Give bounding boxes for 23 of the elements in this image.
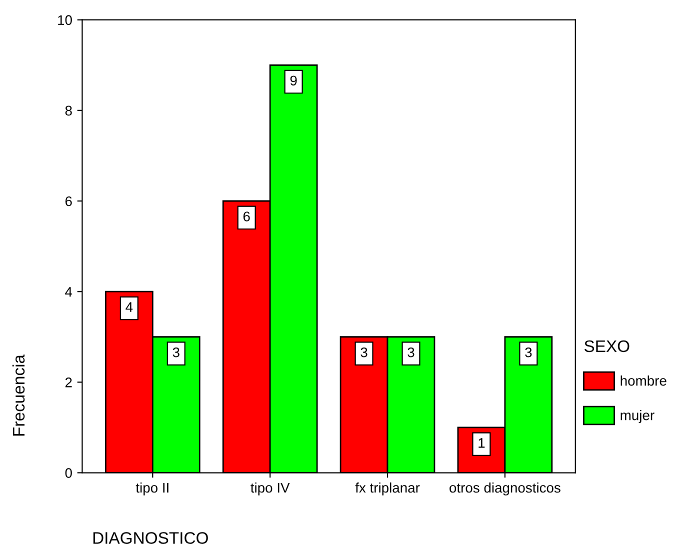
x-tick-label: otros diagnosticos <box>450 482 560 496</box>
legend-title: SEXO <box>584 340 630 352</box>
data-label: 3 <box>172 347 180 358</box>
y-tick-label: 4 <box>65 287 72 297</box>
data-label: 1 <box>478 438 485 448</box>
y-tick-label: 0 <box>65 468 72 478</box>
y-tick-label: 10 <box>58 15 72 26</box>
y-tick-label: 2 <box>65 378 72 388</box>
y-axis-title: Frecuencia <box>12 354 25 436</box>
data-label: 9 <box>290 76 297 86</box>
data-label: 3 <box>360 347 368 358</box>
x-axis-title: DIAGNOSTICO <box>93 532 208 544</box>
legend-label: mujer <box>620 410 654 423</box>
data-label: 3 <box>408 347 414 358</box>
x-tick-label: tipo II <box>136 482 168 496</box>
data-label: 4 <box>126 302 133 312</box>
legend-label: hombre <box>620 376 666 386</box>
data-label: 3 <box>525 347 532 358</box>
x-tick-label: fx triplanar <box>355 482 420 496</box>
x-tick-label: tipo IV <box>250 482 290 496</box>
y-tick-label: 6 <box>65 196 72 206</box>
y-tick-label: 8 <box>65 106 72 116</box>
data-label: 6 <box>243 212 250 222</box>
